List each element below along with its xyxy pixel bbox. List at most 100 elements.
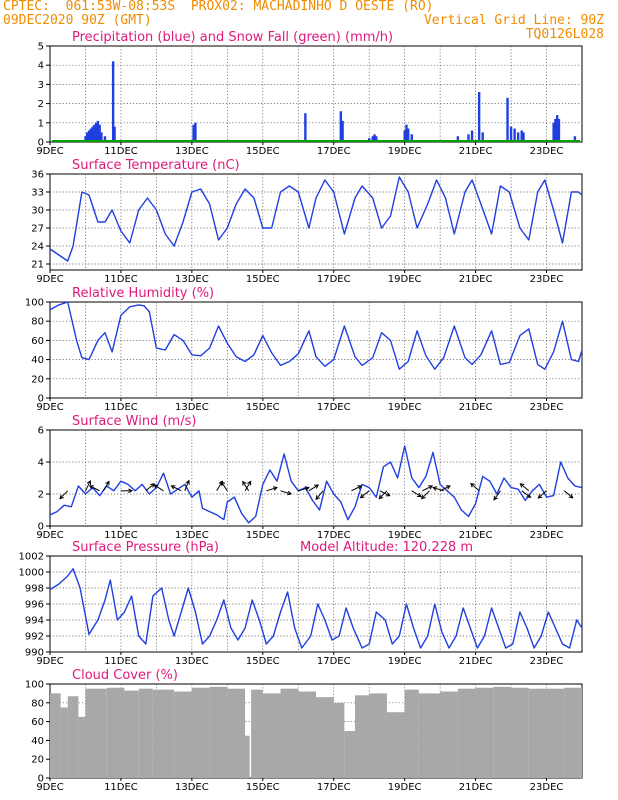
cloud-cover-bar [457, 688, 476, 778]
xtick-label-temp: 9DEC [36, 274, 63, 285]
wind-vector-head [272, 486, 278, 491]
wind-vector-head [378, 494, 384, 500]
xtick-label-rh: 17DEC [317, 402, 351, 413]
cloud-cover-bar [355, 695, 370, 778]
wind-vector-head [357, 485, 363, 490]
cloud-cover-bar [564, 687, 582, 778]
wind-vector [433, 487, 444, 492]
wind-vector [242, 481, 250, 492]
cloud-cover-bar [124, 690, 139, 778]
precip-bar [113, 126, 116, 142]
panel-frame-precip [49, 45, 583, 143]
cloud-cover-bar [493, 686, 512, 778]
panel-title-cloud: Cloud Cover (%) [72, 668, 178, 683]
wind-vector [85, 480, 91, 492]
precip-bar [93, 124, 96, 142]
cloud-cover-bar [344, 731, 356, 778]
cloud-cover-bar [316, 697, 334, 778]
ytick-label-temp: 21 [31, 260, 44, 271]
wind-vector [537, 490, 547, 499]
wind-vector [563, 490, 574, 499]
precip-bar [407, 128, 410, 142]
header: CPTEC: 061:53W-08:53S PROX02: MACHADINHO… [0, 0, 618, 44]
xtick-label-wind: 19DEC [388, 530, 422, 541]
xtick-label-pressure: 9DEC [36, 656, 63, 667]
cloud-cover-bar [511, 687, 529, 778]
cloud-cover-bar [386, 712, 405, 778]
wind-vector [378, 490, 388, 499]
ytick-label-precip: 2 [38, 99, 44, 110]
precip-bar [341, 120, 344, 142]
xtick-label-wind: 13DEC [175, 530, 209, 541]
panel-title-pressure: Surface Pressure (hPa) [72, 540, 219, 555]
precip-bar [456, 136, 460, 142]
ytick-label-precip: 1 [38, 118, 44, 129]
xtick-label-precip: 21DEC [459, 146, 493, 157]
ytick-label-pressure: 996 [25, 600, 44, 611]
wind-vector-head [88, 485, 94, 490]
precip-bar [94, 122, 98, 142]
wind-vector-head [247, 480, 252, 486]
xtick-label-cloud: 13DEC [175, 782, 209, 793]
precip-bar [373, 134, 376, 142]
precip-bar [84, 136, 87, 142]
cloud-cover-bar [262, 693, 281, 778]
xtick-label-precip: 9DEC [36, 146, 63, 157]
xtick-label-precip: 15DEC [246, 146, 280, 157]
wind-vector-head [445, 485, 451, 490]
wind-vector-head [420, 494, 426, 500]
ytick-label-temp: 33 [31, 188, 44, 199]
wind-vector [470, 483, 480, 492]
cloud-cover-bar [227, 688, 246, 778]
precip-bar [87, 130, 91, 142]
pressure-series-line [49, 568, 583, 649]
xtick-label-precip: 19DEC [388, 146, 422, 157]
xtick-label-wind: 21DEC [459, 530, 493, 541]
wind-vector-head [220, 480, 226, 486]
precip-bar [557, 118, 561, 142]
cloud-cover-bar [191, 687, 210, 778]
precip-bar [304, 113, 307, 142]
temp-series-line [49, 176, 583, 262]
ytick-label-pressure: 1002 [19, 552, 44, 563]
xtick-label-precip: 13DEC [175, 146, 209, 157]
wind-vector-head [385, 492, 391, 497]
precip-bar [554, 118, 557, 142]
ytick-label-rh: 80 [31, 317, 44, 328]
wind-vector-head [153, 484, 159, 489]
cloud-cover-bar [528, 688, 547, 778]
xtick-label-wind: 11DEC [104, 530, 138, 541]
ytick-label-cloud: 60 [31, 717, 44, 728]
xtick-label-pressure: 23DEC [530, 656, 564, 667]
wind-vector [298, 487, 309, 492]
wind-series-line [49, 445, 583, 524]
wind-vector-head [287, 490, 293, 496]
xtick-label-rh: 9DEC [36, 402, 63, 413]
rh-series-line [49, 301, 583, 370]
xtick-label-precip: 17DEC [317, 146, 351, 157]
header-station-line: CPTEC: 061:53W-08:53S PROX02: MACHADINHO… [3, 0, 434, 14]
ytick-label-temp: 27 [31, 224, 44, 235]
precip-bar [98, 124, 101, 142]
xtick-label-temp: 11DEC [104, 274, 138, 285]
cloud-cover-bar [67, 696, 79, 778]
wind-vector-head [537, 494, 543, 499]
wind-vector-head [526, 493, 532, 499]
wind-vector [153, 484, 164, 492]
panel-frame-rh [49, 301, 583, 399]
ytick-label-cloud: 100 [25, 680, 44, 691]
wind-vector [520, 483, 530, 492]
wind-vector [315, 490, 324, 500]
ytick-label-pressure: 1000 [19, 568, 44, 579]
precip-bar [403, 130, 406, 142]
cloud-cover-bar [78, 716, 86, 778]
wind-vector-head [59, 494, 64, 500]
cloud-cover-bar [245, 735, 250, 778]
cloud-cover-bar [333, 702, 345, 778]
panel-title-rh: Relative Humidity (%) [72, 286, 214, 301]
panel-title-wind: Surface Wind (m/s) [72, 414, 196, 429]
precip-bar [481, 132, 484, 142]
xtick-label-wind: 15DEC [246, 530, 280, 541]
xtick-label-cloud: 15DEC [246, 782, 280, 793]
precip-bar [552, 122, 555, 142]
